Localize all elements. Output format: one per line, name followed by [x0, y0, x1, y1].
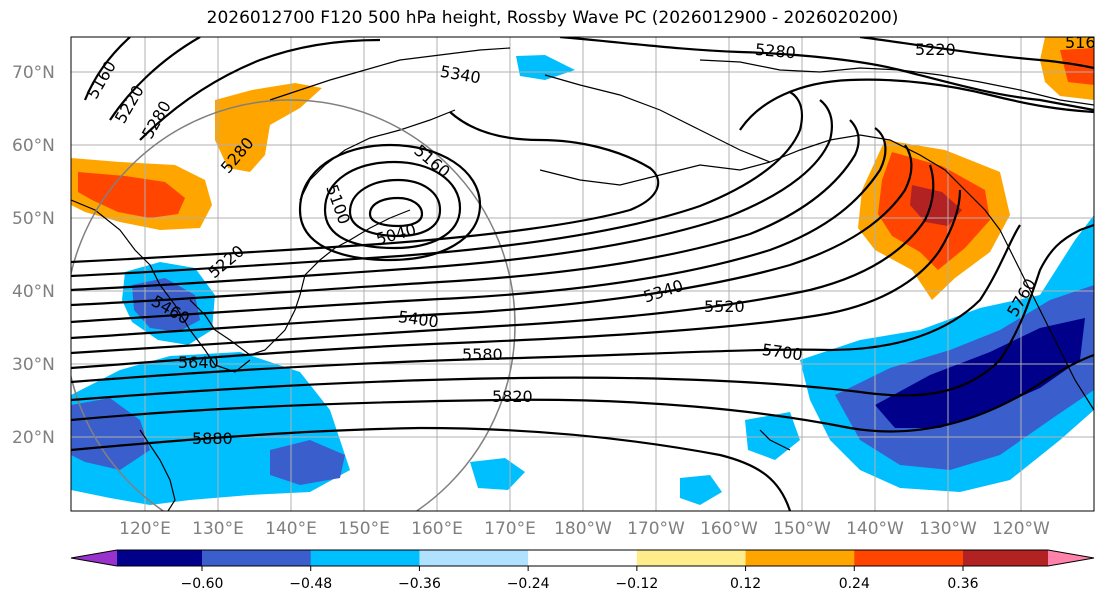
contour-5820: [71, 353, 1094, 433]
lat-label: 70°N: [12, 63, 55, 83]
positive-anomaly-gulf-alaska-peak: [910, 185, 962, 226]
colorbar-tick-label: 0.12: [730, 576, 761, 592]
colorbar-tick-label: −0.60: [181, 576, 224, 592]
colorbar-tick-label: 0.24: [839, 576, 870, 592]
lat-label: 50°N: [12, 209, 55, 229]
contour-label: 5160: [1065, 33, 1105, 52]
colorbar-ticks: −0.60 −0.48 −0.36 −0.24 −0.12 0.12 0.24 0.36: [181, 566, 979, 592]
contour-low-ring-1: [298, 143, 482, 262]
colorbar-segment: [745, 550, 855, 566]
coastline-siberia: [269, 47, 511, 101]
negative-anomaly-central-pacific: [270, 440, 345, 485]
contour-label: 5880: [192, 429, 233, 448]
contour-5280-lower: [71, 91, 804, 278]
positive-anomaly-arctic-ne-core: [1060, 48, 1094, 85]
lon-label: 120°W: [992, 519, 1050, 539]
lon-label: 120°E: [119, 519, 171, 539]
contour-5220-upper: [109, 37, 201, 121]
colorbar-tick-label: −0.12: [615, 576, 658, 592]
colorbar-segment: [528, 550, 638, 566]
negative-anomaly-east-pacific-core: [875, 318, 1085, 428]
coastlines: [71, 47, 1094, 511]
lon-label: 130°W: [919, 519, 977, 539]
contour-5460: [71, 127, 887, 324]
coastline-kuril: [304, 209, 411, 276]
lat-label: 20°N: [12, 428, 55, 448]
contour-5520: [71, 144, 913, 340]
colorbar-segments: [117, 550, 1049, 566]
map-panel: 5160 5220 5280 5280 5340 5160 5100 5040 …: [71, 33, 1105, 511]
graticule: [71, 37, 1094, 511]
positive-anomaly-nw-pacific-core: [78, 172, 185, 218]
latitude-labels: 70°N 60°N 50°N 40°N 30°N 20°N: [12, 63, 55, 448]
contour-label: 5520: [704, 297, 745, 316]
coastline-north-america: [999, 229, 1094, 411]
colorbar-tick-label: −0.48: [289, 576, 332, 592]
contour-low-ring-4: [368, 196, 424, 228]
colorbar: −0.60 −0.48 −0.36 −0.24 −0.12 0.12 0.24 0.36: [70, 549, 1095, 592]
contour-5880: [71, 426, 792, 511]
contour-label: 5280: [754, 40, 796, 62]
contour-low-ring-3: [348, 178, 442, 238]
colorbar-tick-label: 0.36: [947, 576, 978, 592]
colorbar-segment: [117, 550, 203, 566]
contour-5280-arctic: [559, 37, 1094, 112]
colorbar-arrow-right: [1048, 550, 1094, 566]
coastline-asia: [71, 199, 251, 373]
lon-label: 180°W: [554, 519, 612, 539]
map-title: 2026012700 F120 500 hPa height, Rossby W…: [206, 8, 899, 28]
contour-5400: [71, 119, 860, 307]
colorbar-tick-label: −0.24: [507, 576, 550, 592]
lon-label: 150°W: [773, 519, 831, 539]
colorbar-tick-label: −0.36: [398, 576, 441, 592]
lon-label: 170°E: [484, 519, 536, 539]
colorbar-segment: [419, 550, 529, 566]
contour-5580: [71, 164, 935, 355]
longitude-labels: 120°E 130°E 140°E 150°E 160°E 170°E 180°…: [119, 519, 1050, 539]
height-contours: [71, 37, 1094, 511]
colorbar-outline: [70, 549, 1095, 567]
contour-label: 5820: [492, 387, 533, 406]
coastline-hawaii: [759, 429, 791, 451]
map-frame: [70, 36, 1095, 512]
contour-5760: [71, 223, 1094, 402]
lon-label: 130°E: [192, 519, 244, 539]
colorbar-segment: [636, 550, 747, 566]
contour-5160-upper: [83, 37, 131, 101]
colorbar-segment: [202, 550, 312, 566]
contour-label: 5220: [915, 40, 956, 59]
contour-ridge-ak: [739, 78, 1094, 131]
contour-5220-lower: [71, 111, 660, 264]
contour-label: 5580: [462, 345, 503, 364]
contour-low-ring-2: [323, 160, 462, 250]
lon-label: 160°W: [700, 519, 758, 539]
negative-anomaly-small-2: [680, 475, 722, 505]
lon-label: 170°W: [627, 519, 685, 539]
contour-5280-upper: [139, 38, 381, 141]
lon-label: 150°E: [338, 519, 390, 539]
lat-label: 60°N: [12, 136, 55, 156]
colorbar-arrow-left: [71, 550, 117, 566]
colorbar-segment: [963, 550, 1049, 566]
coastline-alaska: [544, 74, 1001, 231]
colorbar-segment: [854, 550, 964, 566]
lat-label: 30°N: [12, 355, 55, 375]
negative-anomaly-small-1: [470, 458, 525, 490]
colorbar-segment: [310, 550, 420, 566]
coastline-aleutians: [539, 161, 771, 186]
contour-5340: [71, 99, 834, 292]
contour-5700: [71, 224, 1021, 384]
rossby-wave-shading: [71, 37, 1094, 505]
contour-5220-arctic: [859, 37, 1094, 70]
lat-label: 40°N: [12, 282, 55, 302]
lon-label: 160°E: [411, 519, 463, 539]
lon-label: 140°E: [265, 519, 317, 539]
negative-anomaly-bering: [516, 55, 575, 80]
lon-label: 140°W: [846, 519, 904, 539]
contour-5640: [71, 189, 962, 370]
coastline-kamchatka: [299, 109, 456, 201]
coastline-japan: [189, 274, 306, 356]
contour-label: 5640: [178, 353, 219, 372]
